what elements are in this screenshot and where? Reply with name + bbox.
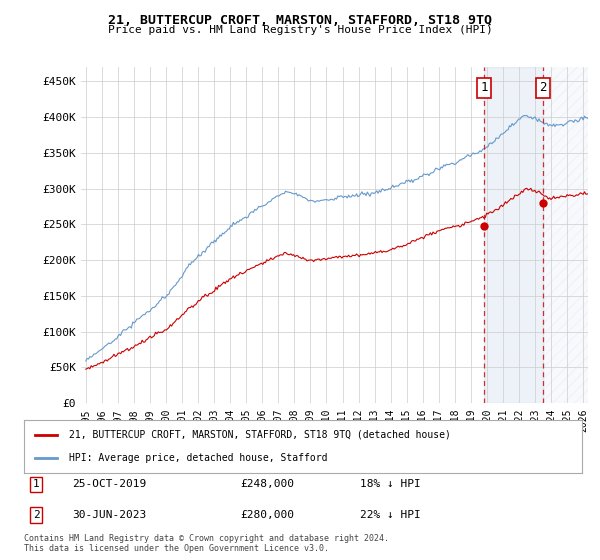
Text: 1: 1 — [480, 82, 488, 95]
Text: 30-JUN-2023: 30-JUN-2023 — [72, 510, 146, 520]
Text: Contains HM Land Registry data © Crown copyright and database right 2024.
This d: Contains HM Land Registry data © Crown c… — [24, 534, 389, 553]
Text: 21, BUTTERCUP CROFT, MARSTON, STAFFORD, ST18 9TQ: 21, BUTTERCUP CROFT, MARSTON, STAFFORD, … — [108, 14, 492, 27]
Text: 25-OCT-2019: 25-OCT-2019 — [72, 479, 146, 489]
Bar — [543, 67, 588, 403]
Text: HPI: Average price, detached house, Stafford: HPI: Average price, detached house, Staf… — [68, 453, 327, 463]
Text: 18% ↓ HPI: 18% ↓ HPI — [360, 479, 421, 489]
Text: 22% ↓ HPI: 22% ↓ HPI — [360, 510, 421, 520]
Text: £248,000: £248,000 — [240, 479, 294, 489]
Text: Price paid vs. HM Land Registry's House Price Index (HPI): Price paid vs. HM Land Registry's House … — [107, 25, 493, 35]
Text: 1: 1 — [32, 479, 40, 489]
Text: 21, BUTTERCUP CROFT, MARSTON, STAFFORD, ST18 9TQ (detached house): 21, BUTTERCUP CROFT, MARSTON, STAFFORD, … — [68, 430, 451, 440]
Bar — [484, 67, 543, 403]
Text: 2: 2 — [539, 82, 547, 95]
Text: £280,000: £280,000 — [240, 510, 294, 520]
Text: 2: 2 — [32, 510, 40, 520]
